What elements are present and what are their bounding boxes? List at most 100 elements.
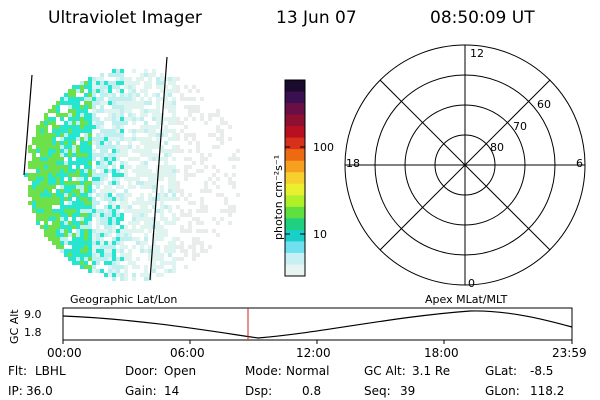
uv-pixel	[224, 197, 228, 201]
uv-pixel	[88, 181, 92, 185]
uv-pixel	[60, 149, 64, 153]
uv-pixel	[64, 125, 68, 129]
uv-pixel	[188, 141, 192, 145]
uv-pixel	[144, 113, 148, 117]
uv-pixel	[76, 153, 80, 157]
uv-pixel	[136, 165, 140, 169]
uv-pixel	[220, 121, 224, 125]
uv-pixel	[40, 145, 44, 149]
uv-pixel	[56, 161, 60, 165]
uv-pixel	[64, 113, 68, 117]
uv-pixel	[160, 145, 164, 149]
uv-pixel	[32, 209, 36, 213]
uv-pixel	[64, 173, 68, 177]
uv-pixel	[56, 245, 60, 249]
uv-pixel	[68, 149, 72, 153]
uv-pixel	[56, 181, 60, 185]
uv-pixel	[124, 81, 128, 85]
uv-pixel	[152, 145, 156, 149]
uv-pixel	[108, 181, 112, 185]
uv-pixel	[84, 93, 88, 97]
uv-pixel	[76, 113, 80, 117]
uv-pixel	[176, 181, 180, 185]
uv-pixel	[80, 221, 84, 225]
uv-pixel	[168, 269, 172, 273]
uv-pixel	[100, 141, 104, 145]
uv-pixel	[88, 193, 92, 197]
uv-pixel	[100, 153, 104, 157]
uv-pixel	[68, 233, 72, 237]
uv-pixel	[88, 125, 92, 129]
uv-pixel	[104, 89, 108, 93]
uv-pixel	[72, 181, 76, 185]
uv-pixel	[116, 97, 120, 101]
uv-pixel	[152, 265, 156, 269]
uv-pixel	[180, 193, 184, 197]
uv-pixel	[88, 265, 92, 269]
uv-pixel	[196, 241, 200, 245]
uv-pixel	[68, 101, 72, 105]
uv-pixel	[112, 165, 116, 169]
uv-pixel	[156, 249, 160, 253]
uv-pixel	[44, 185, 48, 189]
uv-pixel	[184, 265, 188, 269]
uv-pixel	[188, 165, 192, 169]
uv-pixel	[188, 201, 192, 205]
uv-pixel	[28, 145, 32, 149]
uv-pixel	[172, 129, 176, 133]
uv-pixel	[108, 169, 112, 173]
uv-pixel	[204, 205, 208, 209]
uv-pixel	[72, 213, 76, 217]
uv-pixel	[152, 141, 156, 145]
uv-pixel	[164, 157, 168, 161]
uv-pixel	[148, 153, 152, 157]
uv-pixel	[168, 153, 172, 157]
uv-pixel	[112, 149, 116, 153]
uv-pixel	[124, 153, 128, 157]
uv-pixel	[116, 241, 120, 245]
uv-pixel	[56, 213, 60, 217]
uv-pixel	[68, 177, 72, 181]
uv-pixel	[180, 249, 184, 253]
uv-pixel	[220, 137, 224, 141]
uv-pixel	[44, 201, 48, 205]
uv-pixel	[40, 225, 44, 229]
uv-pixel	[168, 117, 172, 121]
uv-pixel	[76, 177, 80, 181]
uv-pixel	[140, 209, 144, 213]
uv-pixel	[140, 89, 144, 93]
uv-pixel	[200, 161, 204, 165]
uv-pixel	[64, 221, 68, 225]
uv-pixel	[68, 185, 72, 189]
uv-pixel	[120, 81, 124, 85]
uv-pixel	[204, 209, 208, 213]
uv-pixel	[168, 253, 172, 257]
uv-pixel	[52, 149, 56, 153]
uv-pixel	[72, 129, 76, 133]
uv-pixel	[68, 197, 72, 201]
uv-pixel	[100, 165, 104, 169]
uv-pixel	[176, 197, 180, 201]
uv-pixel	[76, 221, 80, 225]
uv-pixel	[92, 249, 96, 253]
uv-pixel	[80, 209, 84, 213]
uv-pixel	[140, 249, 144, 253]
uv-pixel	[100, 249, 104, 253]
uv-pixel	[144, 129, 148, 133]
uv-pixel	[228, 125, 232, 129]
uv-pixel	[156, 225, 160, 229]
uv-pixel	[172, 165, 176, 169]
uv-pixel	[48, 165, 52, 169]
uv-pixel	[36, 197, 40, 201]
uv-pixel	[124, 229, 128, 233]
uv-pixel	[124, 77, 128, 81]
uv-pixel	[52, 241, 56, 245]
uv-pixel	[128, 237, 132, 241]
uv-pixel	[144, 141, 148, 145]
uv-pixel	[120, 113, 124, 117]
uv-pixel	[180, 189, 184, 193]
uv-pixel	[124, 193, 128, 197]
uv-pixel	[88, 189, 92, 193]
uv-pixel	[128, 209, 132, 213]
uv-pixel	[152, 185, 156, 189]
